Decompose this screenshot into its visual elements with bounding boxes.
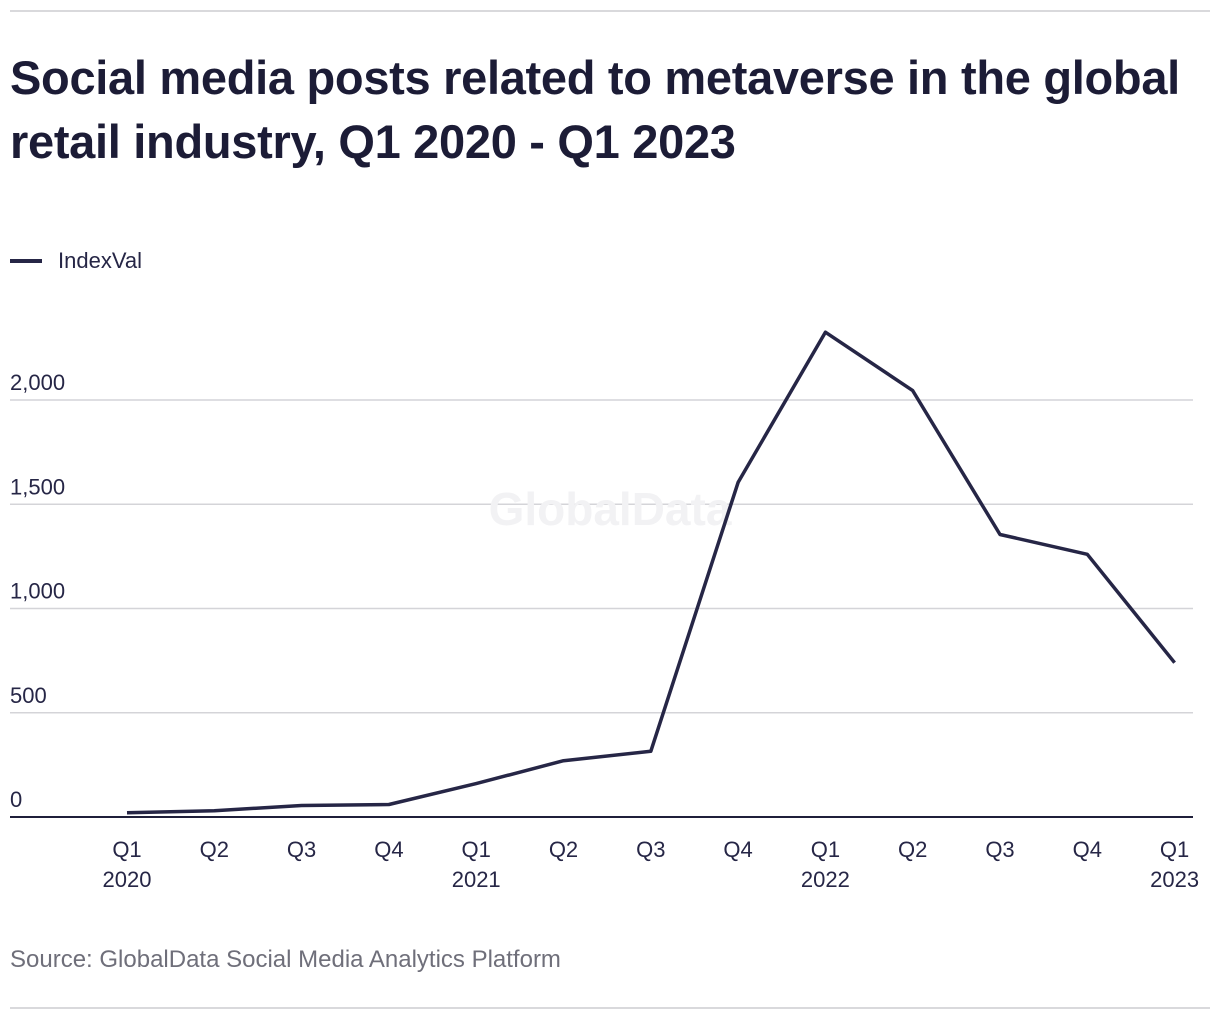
x-tick-label-quarter: Q2 — [549, 837, 578, 862]
x-tick-label-year: 2023 — [1150, 867, 1199, 892]
x-tick-label-year: 2022 — [801, 867, 850, 892]
y-tick-label: 2,000 — [10, 370, 65, 395]
watermark: GlobalData — [489, 483, 732, 535]
x-tick-label-quarter: Q2 — [898, 837, 927, 862]
legend-label: IndexVal — [58, 248, 142, 273]
y-tick-label: 1,500 — [10, 474, 65, 499]
y-tick-label: 1,000 — [10, 579, 65, 604]
x-axis-ticks: Q1 2020 Q2 Q3 Q4 Q1 2021 Q2 Q3 Q4 Q1 2022 Q2 Q3 Q4 Q1 20… — [103, 837, 1200, 892]
x-tick-label-quarter: Q4 — [1073, 837, 1102, 862]
top-divider — [10, 10, 1210, 12]
grid-layer — [10, 399, 1193, 714]
x-tick-label-year: 2021 — [452, 867, 501, 892]
source-note: Source: GlobalData Social Media Analytic… — [10, 946, 561, 973]
x-tick-label-year: 2020 — [103, 867, 152, 892]
bottom-divider — [10, 1007, 1210, 1009]
x-tick-label-quarter: Q1 — [811, 837, 840, 862]
y-tick-label: 0 — [10, 787, 22, 812]
legend: IndexVal — [10, 248, 142, 274]
x-tick-label-quarter: Q1 — [462, 837, 491, 862]
x-tick-label-quarter: Q3 — [287, 837, 316, 862]
x-tick-label-quarter: Q4 — [723, 837, 752, 862]
y-axis-ticks: 0 500 1,000 1,500 2,000 — [10, 370, 65, 812]
x-tick-label-quarter: Q3 — [985, 837, 1014, 862]
legend-swatch — [10, 259, 42, 263]
x-tick-label-quarter: Q2 — [200, 837, 229, 862]
chart-title: Social media posts related to metaverse … — [10, 51, 1180, 168]
x-tick-label-quarter: Q3 — [636, 837, 665, 862]
series-line-indexval — [126, 330, 1176, 815]
x-tick-label-quarter: Q1 — [1160, 837, 1189, 862]
x-tick-label-quarter: Q1 — [112, 837, 141, 862]
y-tick-label: 500 — [10, 683, 47, 708]
x-tick-label-quarter: Q4 — [374, 837, 403, 862]
